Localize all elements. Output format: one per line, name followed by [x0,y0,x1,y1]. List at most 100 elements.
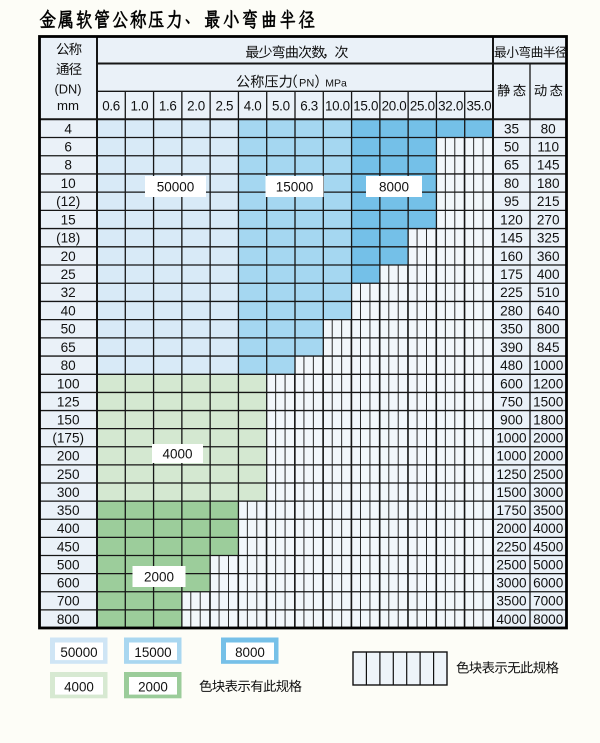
svg-text:4500: 4500 [533,539,564,554]
svg-text:900: 900 [500,413,523,428]
svg-text:95: 95 [504,194,519,209]
svg-text:215: 215 [537,194,560,209]
svg-text:390: 390 [500,340,523,355]
svg-text:5000: 5000 [533,558,564,573]
svg-text:4000: 4000 [64,680,94,695]
svg-text:1750: 1750 [496,503,527,518]
svg-text:500: 500 [57,558,80,573]
svg-text:2000: 2000 [144,569,174,584]
svg-text:750: 750 [500,394,523,409]
svg-text:1800: 1800 [533,413,564,428]
svg-text:145: 145 [537,158,560,173]
svg-text:65: 65 [61,340,76,355]
svg-text:6.3: 6.3 [300,98,318,113]
svg-text:225: 225 [500,285,523,300]
svg-text:32: 32 [61,285,76,300]
svg-text:1500: 1500 [496,485,527,500]
svg-text:125: 125 [57,394,80,409]
svg-text:20: 20 [61,249,77,264]
svg-text:4.0: 4.0 [244,98,262,113]
svg-text:4000: 4000 [162,446,192,461]
svg-text:8000: 8000 [533,612,564,627]
svg-text:250: 250 [57,467,80,482]
svg-text:480: 480 [500,358,523,373]
svg-text:4000: 4000 [533,521,564,536]
svg-text:50000: 50000 [157,179,195,194]
svg-text:175: 175 [500,267,523,282]
svg-text:10.0: 10.0 [325,98,350,113]
svg-text:270: 270 [537,212,560,227]
svg-text:180: 180 [537,176,560,191]
svg-text:2000: 2000 [533,431,564,446]
svg-text:1250: 1250 [496,467,527,482]
svg-text:145: 145 [500,231,523,246]
svg-text:25: 25 [61,267,76,282]
svg-text:1500: 1500 [533,394,564,409]
svg-text:mm: mm [57,98,79,113]
svg-text:450: 450 [57,539,80,554]
svg-text:400: 400 [537,267,560,282]
svg-text:15.0: 15.0 [353,98,378,113]
svg-text:510: 510 [537,285,560,300]
svg-text:0.6: 0.6 [102,98,120,113]
svg-text:350: 350 [500,322,523,337]
svg-text:(18): (18) [56,231,80,246]
svg-text:80: 80 [504,176,520,191]
svg-text:2000: 2000 [138,680,168,695]
svg-text:1200: 1200 [533,376,564,391]
svg-text:20.0: 20.0 [382,98,407,113]
svg-text:15: 15 [61,212,76,227]
svg-text:3500: 3500 [496,594,527,609]
svg-text:3000: 3000 [496,576,527,591]
svg-text:600: 600 [57,576,80,591]
svg-text:4: 4 [64,121,72,136]
svg-text:1000: 1000 [496,449,527,464]
svg-text:640: 640 [537,303,560,318]
svg-text:150: 150 [57,413,80,428]
svg-text:1.6: 1.6 [159,98,177,113]
svg-text:(12): (12) [56,194,80,209]
svg-text:7000: 7000 [533,594,564,609]
svg-text:(DN): (DN) [54,82,81,97]
svg-text:800: 800 [537,322,560,337]
svg-text:400: 400 [57,521,80,536]
svg-text:120: 120 [500,212,523,227]
svg-text:2500: 2500 [533,467,564,482]
svg-text:5.0: 5.0 [272,98,290,113]
svg-text:6000: 6000 [533,576,564,591]
svg-text:100: 100 [57,376,80,391]
svg-text:PN: PN [299,78,314,90]
svg-text:40: 40 [61,303,77,318]
svg-text:160: 160 [500,249,523,264]
svg-text:50: 50 [504,140,520,155]
svg-text:2250: 2250 [496,539,527,554]
svg-text:32.0: 32.0 [438,98,463,113]
svg-text:2.5: 2.5 [215,98,233,113]
svg-text:700: 700 [57,594,80,609]
svg-text:35.0: 35.0 [466,98,491,113]
svg-text:360: 360 [537,249,560,264]
svg-text:50: 50 [61,322,77,337]
svg-text:15000: 15000 [276,179,314,194]
svg-text:200: 200 [57,449,80,464]
svg-text:280: 280 [500,303,523,318]
svg-text:350: 350 [57,503,80,518]
svg-text:3500: 3500 [533,503,564,518]
svg-text:6: 6 [64,140,72,155]
svg-text:2000: 2000 [533,449,564,464]
svg-text:(175): (175) [52,431,84,446]
svg-text:10: 10 [61,176,77,191]
svg-text:80: 80 [61,358,77,373]
svg-text:25.0: 25.0 [410,98,435,113]
svg-text:800: 800 [57,612,80,627]
svg-text:MPa: MPa [325,78,347,90]
svg-text:65: 65 [504,158,519,173]
svg-text:325: 325 [537,231,560,246]
svg-text:2500: 2500 [496,558,527,573]
svg-text:1000: 1000 [533,358,564,373]
svg-text:80: 80 [541,121,557,136]
svg-text:2.0: 2.0 [187,98,205,113]
svg-text:50000: 50000 [60,645,97,660]
svg-text:600: 600 [500,376,523,391]
svg-text:2000: 2000 [496,521,527,536]
